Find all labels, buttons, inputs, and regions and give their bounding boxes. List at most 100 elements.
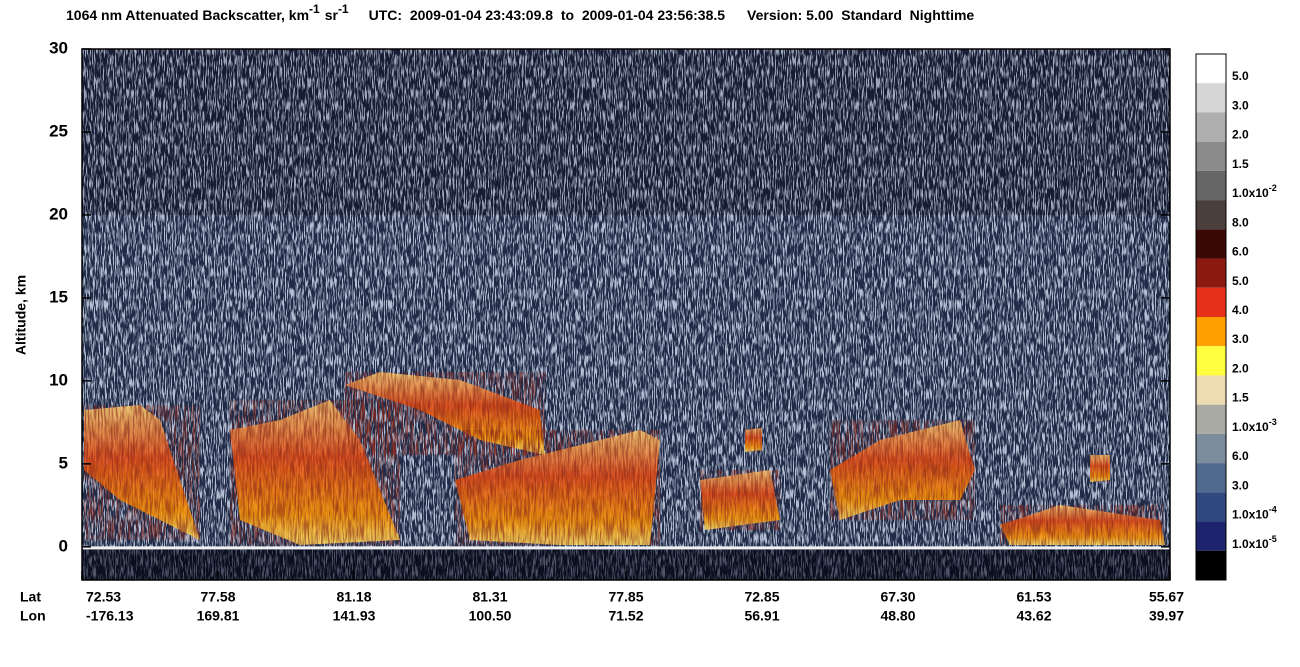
- colorbar-label: 2.0: [1232, 128, 1249, 142]
- colorbar-swatch: [1196, 463, 1226, 493]
- colorbar-swatch: [1196, 54, 1226, 84]
- colorbar-label-text: 1.0x10: [1232, 420, 1269, 434]
- x-tick-label-lon: 71.52: [608, 608, 643, 624]
- x-tick-label-lat: 77.85: [608, 589, 643, 605]
- x-tick-label-lon: -176.13: [86, 608, 134, 624]
- y-tick-label: 25: [49, 121, 68, 140]
- colorbar-label-text: 1.5: [1232, 157, 1249, 171]
- title-exp: -1: [309, 2, 320, 16]
- cloud-texture: [1000, 505, 1165, 545]
- colorbar-swatch: [1196, 433, 1226, 464]
- x-tick-label-lat: 81.18: [336, 589, 371, 605]
- colorbar-label: 1.0x10-2: [1232, 183, 1277, 200]
- colorbar-swatch: [1196, 550, 1226, 580]
- colorbar-label-text: 1.5: [1232, 391, 1249, 405]
- colorbar-label-text: 3.0: [1232, 99, 1249, 113]
- x-tick-label-lat: 72.85: [744, 589, 779, 605]
- x-row-label: Lon: [20, 608, 46, 624]
- colorbar-label-exp: -3: [1269, 417, 1277, 427]
- colorbar-label-text: 5.0: [1232, 69, 1249, 83]
- colorbar-frame: [1195, 53, 1227, 581]
- colorbar-swatch: [1196, 83, 1226, 113]
- colorbar-label-exp: -4: [1269, 505, 1277, 515]
- colorbar-label-text: 2.0: [1232, 362, 1249, 376]
- y-tick-label: 5: [59, 453, 68, 472]
- colorbar-swatch: [1196, 521, 1226, 551]
- x-tick-label-lat: 81.31: [472, 589, 507, 605]
- colorbar-label-text: 8.0: [1232, 216, 1249, 230]
- x-tick-label-lon: 169.81: [197, 608, 240, 624]
- colorbar-label-text: 1.0x10: [1232, 537, 1269, 551]
- colorbar-label: 4.0: [1232, 303, 1249, 317]
- x-tick-label-lat: 61.53: [1016, 589, 1051, 605]
- colorbar-label: 3.0: [1232, 479, 1249, 493]
- colorbar-label-text: 2.0: [1232, 128, 1249, 142]
- x-tick-label-lon: 48.80: [880, 608, 915, 624]
- colorbar-swatch: [1196, 346, 1226, 376]
- colorbar-label: 3.0: [1232, 99, 1249, 113]
- colorbar-label: 1.0x10-4: [1232, 505, 1277, 522]
- x-tick-label-lat: 77.58: [200, 589, 235, 605]
- colorbar-label: 5.0: [1232, 69, 1249, 83]
- colorbar-swatch: [1196, 317, 1226, 347]
- cloud-texture: [830, 420, 975, 520]
- colorbar-label-text: 6.0: [1232, 449, 1249, 463]
- y-tick-label: 0: [59, 536, 68, 555]
- colorbar-swatch: [1196, 229, 1226, 259]
- cloud-texture: [745, 428, 762, 452]
- colorbar-label-exp: -5: [1269, 534, 1277, 544]
- title-quantity: 1064 nm Attenuated Backscatter, km: [66, 7, 309, 23]
- colorbar-label-text: 4.0: [1232, 303, 1249, 317]
- cloud-texture: [455, 430, 660, 545]
- colorbar-swatch: [1196, 375, 1226, 405]
- colorbar-label-exp: -2: [1269, 183, 1277, 193]
- x-tick-label-lon: 100.50: [469, 608, 512, 624]
- colorbar-label: 5.0: [1232, 274, 1249, 288]
- colorbar-label-text: 1.0x10: [1232, 186, 1269, 200]
- cloud-texture: [1090, 455, 1110, 482]
- chart-title: 1064 nm Attenuated Backscatter, km-1 sr-1…: [66, 2, 974, 23]
- x-tick-label-lat: 55.67: [1149, 589, 1184, 605]
- title-unit: sr: [325, 7, 339, 23]
- colorbar-label: 1.0x10-5: [1232, 534, 1277, 551]
- cloud-texture: [84, 405, 200, 540]
- cloud-texture: [345, 372, 545, 455]
- y-tick-label: 15: [49, 287, 68, 306]
- colorbar-label-text: 1.0x10: [1232, 508, 1269, 522]
- x-tick-label-lat: 67.30: [880, 589, 915, 605]
- x-row-label: Lat: [20, 589, 41, 605]
- colorbar-label: 1.5: [1232, 157, 1249, 171]
- x-tick-label-lat: 72.53: [86, 589, 121, 605]
- colorbar-swatch: [1196, 404, 1226, 434]
- colorbar-label-text: 5.0: [1232, 274, 1249, 288]
- colorbar-label: 3.0: [1232, 332, 1249, 346]
- y-axis-label: Altitude, km: [13, 275, 29, 355]
- colorbar-label: 8.0: [1232, 216, 1249, 230]
- colorbar-label-text: 3.0: [1232, 332, 1249, 346]
- colorbar-label: 6.0: [1232, 449, 1249, 463]
- colorbar-swatch: [1196, 492, 1226, 522]
- colorbar-swatch: [1196, 141, 1226, 171]
- colorbar-swatch: [1196, 287, 1226, 317]
- colorbar-swatch: [1196, 200, 1226, 230]
- x-tick-label-lon: 56.91: [744, 608, 779, 624]
- x-tick-label-lon: 141.93: [333, 608, 376, 624]
- x-tick-label-lon: 39.97: [1149, 608, 1184, 624]
- colorbar-label-text: 6.0: [1232, 245, 1249, 259]
- colorbar-swatch: [1196, 112, 1226, 142]
- colorbar-swatch: [1196, 170, 1226, 201]
- colorbar-label-text: 3.0: [1232, 479, 1249, 493]
- cloud-texture: [700, 470, 780, 530]
- plot-area: [81, 48, 1171, 581]
- colorbar-label: 1.0x10-3: [1232, 417, 1277, 434]
- y-tick-label: 20: [49, 204, 68, 223]
- title-exp: -1: [338, 2, 349, 16]
- title-version: Version: 5.00 Standard Nighttime: [747, 7, 974, 23]
- cloud-texture: [230, 400, 400, 545]
- title-utc: UTC: 2009-01-04 23:43:09.8 to 2009-01-04…: [369, 7, 726, 23]
- y-tick-label: 30: [49, 38, 68, 57]
- colorbar-label: 1.5: [1232, 391, 1249, 405]
- colorbar-label: 6.0: [1232, 245, 1249, 259]
